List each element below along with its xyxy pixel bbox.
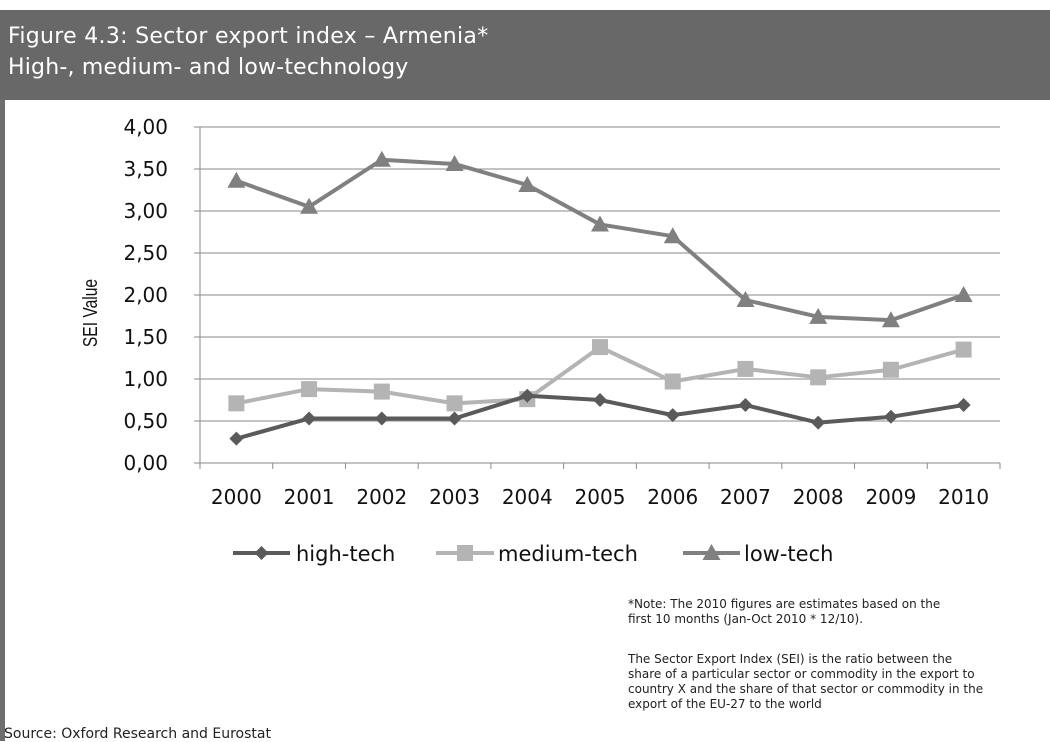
y-tick-label: 3,50 [123,157,168,181]
medium-tech-point [592,339,608,356]
legend-item-medium-tech: medium-tech [436,542,638,566]
medium-tech-point [882,361,899,378]
low-tech-point [809,307,828,324]
x-tick-label: 2006 [647,485,698,509]
high-tech-point [520,388,535,403]
y-tick-label: 4,00 [123,115,168,139]
axes [194,126,1001,469]
series-high-tech [229,388,971,446]
legend-label: high-tech [296,542,395,566]
legend-item-high-tech: high-tech [233,542,395,566]
low-tech-point [227,171,246,188]
x-tick-label: 2004 [502,485,553,509]
legend: high-tech medium-tech low-tech [233,542,833,566]
figure-header: Figure 4.3: Sector export index – Armeni… [0,10,1050,100]
low-tech-point [881,311,900,328]
legend-marker [254,546,269,560]
x-tick-label: 2001 [284,485,335,509]
source-line: Source: Oxford Research and Eurostat [4,726,271,742]
low-tech-point [445,154,464,171]
x-tick-label: 2007 [720,485,771,509]
x-tick-label: 2002 [356,485,407,509]
low-tech-point [736,291,755,308]
figure-title: Figure 4.3: Sector export index – Armeni… [8,24,489,49]
series-low-tech [227,150,973,328]
medium-tech-point [373,383,390,400]
series [227,150,973,446]
high-tech-point [593,393,607,407]
y-tick-label: 0,50 [123,409,168,433]
medium-tech-point [664,373,681,390]
low-tech-line [235,157,965,323]
legend-marker [457,545,473,561]
legend-item-low-tech: low-tech [683,542,833,566]
medium-tech-point [228,395,245,412]
estimate-note: *Note: The 2010 figures are estimates ba… [628,597,941,626]
high-tech-point [229,431,244,446]
high-tech-point [811,415,826,430]
x-tick-labels: 2000 2001 2002 2003 2004 2005 2006 2007 2008 2009… [211,485,989,509]
legend-label: low-tech [744,542,833,566]
high-tech-point [447,411,462,426]
y-tick-label: 1,00 [123,367,168,391]
figure-subtitle: High-, medium- and low-technology [8,55,409,80]
medium-tech-point [446,395,463,412]
x-tick-label: 2000 [211,485,262,509]
medium-tech-point [737,360,754,377]
legend-label: medium-tech [498,542,638,566]
low-tech-point [663,227,682,244]
high-tech-point [374,411,389,426]
y-axis-title: SEI Value [79,279,101,347]
low-tech-point [591,215,609,232]
low-tech-point [518,175,537,192]
sei-line-chart: 0,00 0,50 1,00 1,50 2,00 2,50 3,00 3,50 4,00 200… [79,115,1001,566]
low-tech-point [300,197,319,214]
frame-border [0,10,5,741]
x-tick-label: 2005 [575,485,626,509]
y-tick-label: 2,00 [123,283,168,307]
sei-definition: The Sector Export Index (SEI) is the rat… [628,652,984,711]
low-tech-point [372,150,391,167]
legend-marker [702,544,721,560]
y-tick-label: 2,50 [123,241,168,265]
x-tick-label: 2010 [938,485,989,509]
high-tech-point [738,398,753,413]
high-tech-point [883,409,898,424]
low-tech-point [954,286,973,302]
high-tech-point [956,398,971,413]
y-tick-label: 0,00 [123,451,168,475]
gridlines [200,126,1000,422]
medium-tech-point [955,341,972,358]
x-tick-label: 2003 [429,485,480,509]
high-tech-point [302,411,317,426]
x-tick-label: 2009 [865,485,916,509]
x-tick-label: 2008 [793,485,844,509]
medium-tech-point [301,381,318,398]
medium-tech-point [810,369,827,386]
y-tick-label: 3,00 [123,199,168,223]
y-tick-labels: 0,00 0,50 1,00 1,50 2,00 2,50 3,00 3,50 4,00 [123,115,168,475]
y-tick-label: 1,50 [123,325,168,349]
high-tech-point [665,408,680,423]
series-medium-tech [228,339,972,412]
